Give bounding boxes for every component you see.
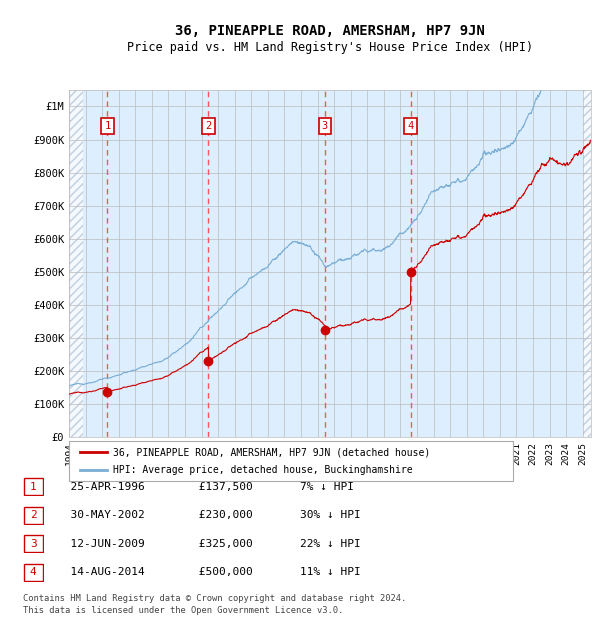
FancyBboxPatch shape: [24, 507, 43, 523]
Text: 3: 3: [322, 122, 328, 131]
Text: 2: 2: [30, 510, 37, 520]
Text: 30-MAY-2002        £230,000       30% ↓ HPI: 30-MAY-2002 £230,000 30% ↓ HPI: [57, 510, 361, 520]
Text: 3: 3: [30, 539, 37, 549]
Text: 4: 4: [30, 567, 37, 577]
Text: HPI: Average price, detached house, Buckinghamshire: HPI: Average price, detached house, Buck…: [113, 466, 413, 476]
Text: 1: 1: [30, 482, 37, 492]
FancyBboxPatch shape: [24, 564, 43, 580]
Bar: [69, 90, 83, 437]
Text: 25-APR-1996        £137,500       7% ↓ HPI: 25-APR-1996 £137,500 7% ↓ HPI: [57, 482, 354, 492]
Bar: [583, 90, 591, 437]
Text: 36, PINEAPPLE ROAD, AMERSHAM, HP7 9JN (detached house): 36, PINEAPPLE ROAD, AMERSHAM, HP7 9JN (d…: [113, 448, 431, 458]
Text: 12-JUN-2009        £325,000       22% ↓ HPI: 12-JUN-2009 £325,000 22% ↓ HPI: [57, 539, 361, 549]
Text: 2: 2: [205, 122, 211, 131]
FancyBboxPatch shape: [69, 441, 513, 481]
FancyBboxPatch shape: [24, 536, 43, 552]
Text: 1: 1: [104, 122, 110, 131]
Text: This data is licensed under the Open Government Licence v3.0.: This data is licensed under the Open Gov…: [23, 606, 343, 614]
Text: 36, PINEAPPLE ROAD, AMERSHAM, HP7 9JN: 36, PINEAPPLE ROAD, AMERSHAM, HP7 9JN: [175, 24, 485, 38]
Text: 14-AUG-2014        £500,000       11% ↓ HPI: 14-AUG-2014 £500,000 11% ↓ HPI: [57, 567, 361, 577]
Text: Contains HM Land Registry data © Crown copyright and database right 2024.: Contains HM Land Registry data © Crown c…: [23, 595, 406, 603]
FancyBboxPatch shape: [24, 479, 43, 495]
Text: 4: 4: [407, 122, 414, 131]
Text: Price paid vs. HM Land Registry's House Price Index (HPI): Price paid vs. HM Land Registry's House …: [127, 41, 533, 53]
